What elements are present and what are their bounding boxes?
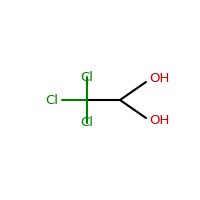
Text: Cl: Cl [45, 94, 58, 106]
Text: Cl: Cl [80, 116, 94, 129]
Text: OH: OH [149, 72, 169, 86]
Text: Cl: Cl [80, 71, 94, 84]
Text: OH: OH [149, 114, 169, 128]
